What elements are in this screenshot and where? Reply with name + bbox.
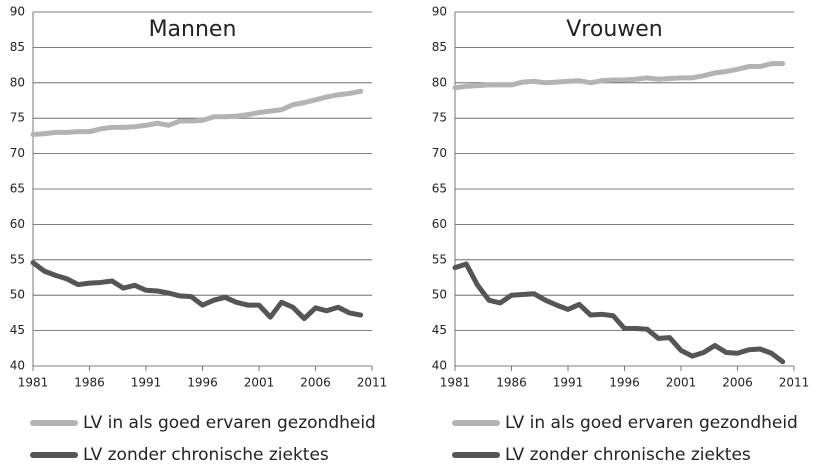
y-tick-label: 70 <box>10 146 25 160</box>
x-tick-label: 1991 <box>131 376 162 390</box>
line <box>30 260 364 322</box>
y-tick-label: 45 <box>432 323 447 337</box>
y-tick-label: 50 <box>10 288 25 302</box>
x-tick-label: 1981 <box>440 376 471 390</box>
y-tick-label: 80 <box>10 75 25 89</box>
legend-label: LV zonder chronische ziektes <box>505 445 751 465</box>
x-tick-label: 2006 <box>722 376 753 390</box>
y-tick-label: 60 <box>432 217 447 231</box>
y-tick-label: 50 <box>432 288 447 302</box>
x-tick-label: 2011 <box>779 376 810 390</box>
y-tick-label: 55 <box>10 252 25 266</box>
y-tick-label: 80 <box>432 75 447 89</box>
y-tick-label: 45 <box>10 323 25 337</box>
x-tick-label: 2001 <box>666 376 697 390</box>
x-tick-label: 1996 <box>609 376 640 390</box>
y-tick-label: 85 <box>432 40 447 54</box>
x-tick-label: 2001 <box>244 376 275 390</box>
line <box>452 61 786 91</box>
y-tick-label: 75 <box>432 111 447 125</box>
y-tick-label: 85 <box>10 40 25 54</box>
line <box>452 261 786 365</box>
x-tick-label: 2006 <box>300 376 331 390</box>
y-tick-label: 65 <box>432 182 447 196</box>
chart-title: Vrouwen <box>566 17 663 42</box>
y-tick-label: 55 <box>432 252 447 266</box>
x-tick-label: 2011 <box>357 376 388 390</box>
y-tick-label: 60 <box>10 217 25 231</box>
x-tick-label: 1986 <box>74 376 105 390</box>
line <box>30 88 364 137</box>
legend-label: LV in als goed ervaren gezondheid <box>83 413 376 433</box>
x-tick-label: 1996 <box>187 376 218 390</box>
x-tick-label: 1981 <box>18 376 49 390</box>
y-tick-label: 40 <box>10 359 25 373</box>
legend-label: LV zonder chronische ziektes <box>83 445 329 465</box>
y-tick-label: 90 <box>432 5 447 19</box>
chart-title: Mannen <box>149 17 237 42</box>
y-tick-label: 65 <box>10 182 25 196</box>
y-tick-label: 75 <box>10 111 25 125</box>
x-tick-label: 1986 <box>496 376 527 390</box>
legend-label: LV in als goed ervaren gezondheid <box>505 413 798 433</box>
x-tick-label: 1991 <box>553 376 584 390</box>
y-tick-label: 90 <box>10 5 25 19</box>
y-tick-label: 70 <box>432 146 447 160</box>
y-tick-label: 40 <box>432 359 447 373</box>
